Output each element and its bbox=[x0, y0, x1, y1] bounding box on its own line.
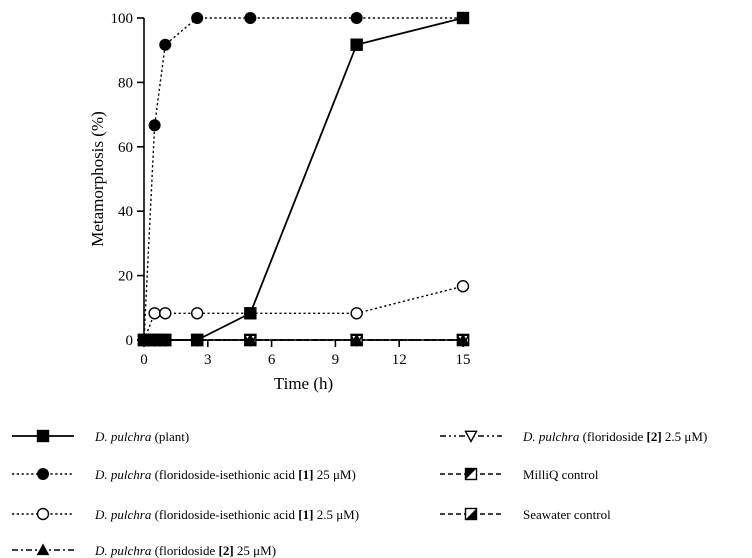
x-tick-label: 3 bbox=[204, 352, 212, 368]
data-point-fia2_5 bbox=[190, 307, 204, 320]
legend-label-fia2_5: D. pulchra (floridoside-isethionic acid … bbox=[94, 507, 359, 522]
y-tick-label: 100 bbox=[111, 11, 134, 27]
legend-label-milliq: MilliQ control bbox=[523, 467, 599, 482]
legend-item-seawater: Seawater control bbox=[440, 507, 611, 522]
legend-desc: (floridoside-isethionic acid bbox=[151, 507, 298, 522]
legend-marker-fia25 bbox=[37, 468, 49, 480]
legend-marker-fia2_5 bbox=[36, 507, 50, 521]
legend-tail: 2.5 μM) bbox=[662, 429, 708, 444]
legend-compound: [2] bbox=[647, 429, 662, 444]
data-point-plant bbox=[456, 11, 470, 25]
series-layer bbox=[137, 11, 470, 347]
y-tick-label: 0 bbox=[126, 333, 134, 349]
legend-item-fia25: D. pulchra (floridoside-isethionic acid … bbox=[12, 467, 356, 482]
data-point-fia2_5 bbox=[350, 307, 363, 320]
data-point-flor25 bbox=[456, 333, 470, 346]
data-point-fia25 bbox=[191, 12, 204, 24]
legend: D. pulchra (plant)D. pulchra (floridosid… bbox=[12, 429, 707, 558]
legend-label-plant: D. pulchra (plant) bbox=[94, 429, 189, 444]
legend-marker-flor2_5 bbox=[464, 430, 478, 443]
legend-compound: [1] bbox=[298, 507, 313, 522]
legend-species: D. pulchra bbox=[94, 543, 152, 558]
legend-tail: 25 μM) bbox=[234, 543, 276, 558]
legend-label-flor2_5: D. pulchra (floridoside [2] 2.5 μM) bbox=[522, 429, 707, 444]
x-axis-label: Time (h) bbox=[274, 374, 333, 393]
series-fia2_5 bbox=[137, 280, 470, 347]
legend-item-flor2_5: D. pulchra (floridoside [2] 2.5 μM) bbox=[440, 429, 707, 444]
legend-tail: 25 μM) bbox=[313, 467, 355, 482]
data-point-plant bbox=[244, 307, 257, 320]
legend-item-flor25: D. pulchra (floridoside [2] 25 μM) bbox=[12, 543, 276, 558]
y-tick-label: 60 bbox=[118, 140, 133, 156]
legend-desc: (floridoside bbox=[579, 429, 646, 444]
x-tick-label: 6 bbox=[268, 352, 276, 368]
legend-desc: MilliQ control bbox=[523, 467, 599, 482]
data-point-fia25 bbox=[350, 12, 363, 24]
y-tick-label: 80 bbox=[118, 75, 133, 91]
data-point-fia25 bbox=[148, 119, 161, 132]
legend-item-fia2_5: D. pulchra (floridoside-isethionic acid … bbox=[12, 507, 359, 522]
series-line-plant bbox=[144, 17, 464, 341]
data-point-plant bbox=[350, 38, 363, 51]
data-point-plant bbox=[190, 333, 204, 347]
legend-desc: (floridoside bbox=[151, 543, 218, 558]
data-point-fia2_5 bbox=[148, 307, 161, 320]
legend-compound: [1] bbox=[298, 467, 313, 482]
legend-desc: (plant) bbox=[151, 429, 189, 444]
legend-species: D. pulchra bbox=[94, 429, 152, 444]
data-point-fia25 bbox=[159, 38, 172, 51]
legend-desc: Seawater control bbox=[523, 507, 611, 522]
y-tick-label: 20 bbox=[118, 269, 133, 285]
legend-label-fia25: D. pulchra (floridoside-isethionic acid … bbox=[94, 467, 356, 482]
legend-tail: 2.5 μM) bbox=[313, 507, 359, 522]
legend-label-flor25: D. pulchra (floridoside [2] 25 μM) bbox=[94, 543, 276, 558]
legend-marker-seawater bbox=[464, 507, 478, 521]
data-point-fia2_5 bbox=[159, 307, 172, 320]
x-tick-label: 15 bbox=[456, 352, 471, 368]
data-point-flor25 bbox=[243, 333, 257, 346]
x-tick-label: 12 bbox=[392, 352, 407, 368]
data-point-fia2_5 bbox=[456, 280, 470, 293]
legend-marker-flor25 bbox=[36, 543, 50, 556]
legend-marker-plant bbox=[36, 429, 50, 443]
x-tick-label: 9 bbox=[332, 352, 340, 368]
legend-marker-milliq bbox=[464, 467, 478, 481]
series-plant bbox=[137, 11, 470, 347]
y-axis-label: Metamorphosis (%) bbox=[88, 111, 107, 247]
y-tick-label: 40 bbox=[118, 204, 133, 220]
legend-compound: [2] bbox=[219, 543, 234, 558]
legend-label-seawater: Seawater control bbox=[523, 507, 611, 522]
data-point-fia25 bbox=[244, 12, 257, 24]
legend-item-milliq: MilliQ control bbox=[440, 467, 599, 482]
legend-item-plant: D. pulchra (plant) bbox=[12, 429, 189, 444]
data-point-plant bbox=[159, 333, 172, 347]
axes: 0 20 40 60 80 100 0 3 6 9 12 15 Time (h) Metamorphosi… bbox=[88, 11, 471, 393]
data-point-flor25 bbox=[350, 333, 364, 346]
legend-species: D. pulchra bbox=[522, 429, 580, 444]
legend-desc: (floridoside-isethionic acid bbox=[151, 467, 298, 482]
legend-species: D. pulchra bbox=[94, 507, 152, 522]
x-tick-label: 0 bbox=[140, 352, 148, 368]
legend-species: D. pulchra bbox=[94, 467, 152, 482]
